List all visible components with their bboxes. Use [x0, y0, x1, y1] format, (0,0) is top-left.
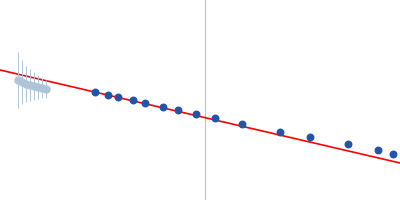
Point	[307, 135, 313, 139]
Point	[390, 152, 396, 156]
Point	[105, 93, 111, 97]
Point	[239, 122, 245, 126]
Point	[345, 142, 351, 146]
Point	[175, 108, 181, 112]
Point	[160, 105, 166, 109]
Point	[277, 130, 283, 134]
Point	[193, 112, 199, 116]
Point	[212, 116, 218, 120]
Point	[130, 98, 136, 102]
Point	[92, 90, 98, 94]
Point	[115, 95, 121, 99]
Point	[142, 101, 148, 105]
Point	[375, 148, 381, 152]
